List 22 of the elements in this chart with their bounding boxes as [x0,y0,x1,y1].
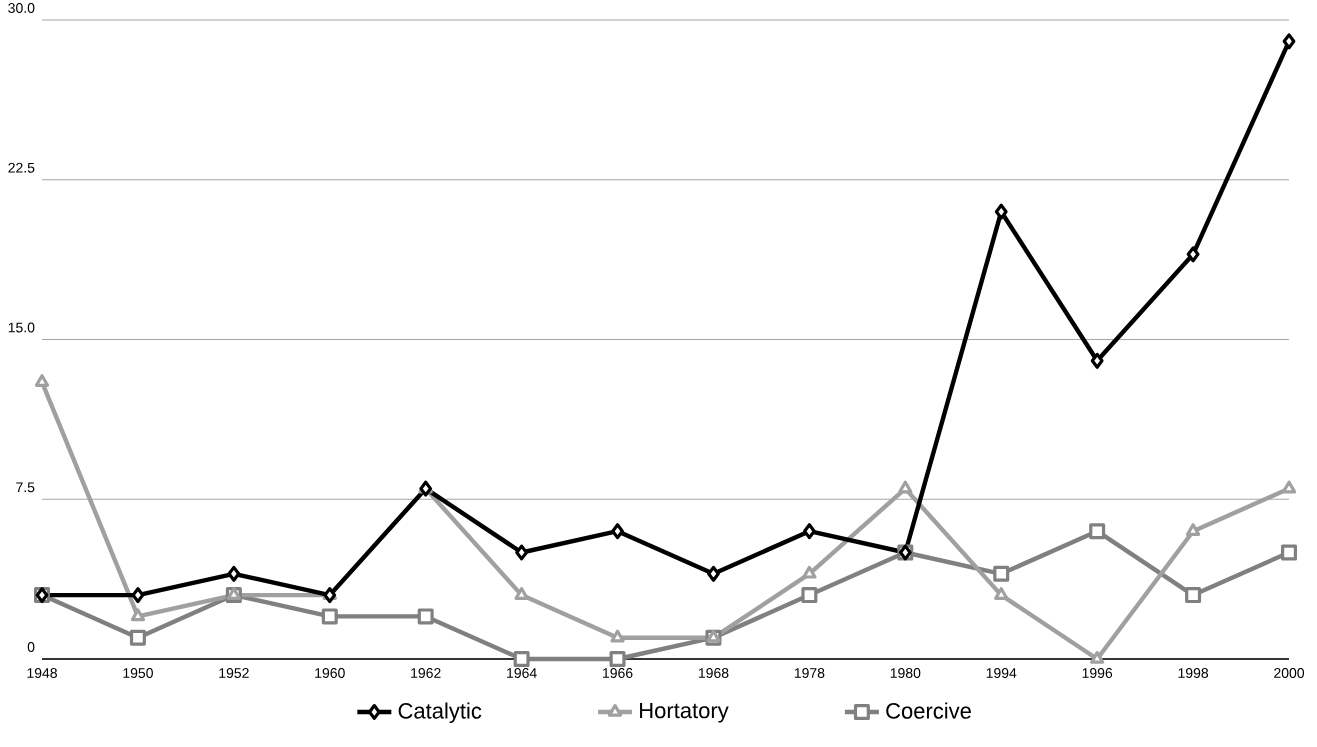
x-tick-label: 1950 [123,668,153,678]
x-tick-label: 2000 [1274,668,1305,678]
y-tick-label: 7.5 [16,482,35,493]
x-tick-label: 1998 [1178,668,1209,678]
x-tick-label: 1948 [27,668,57,678]
legend-label: Hortatory [640,702,729,723]
y-tick-label: 30.0 [8,3,35,13]
legend-label: Coercive [886,702,971,719]
x-tick-label: 1994 [986,668,1017,678]
x-tick-label: 1968 [698,668,729,678]
x-tick-label: 1978 [794,668,825,678]
y-tick-label: 15.0 [8,322,35,333]
x-tick-label: 1966 [603,668,633,678]
x-tick-label: 1980 [890,668,921,678]
y-tick-label: 0 [27,642,35,652]
x-tick-label: 1996 [1082,668,1113,678]
legend-label: Catalytic [398,702,482,724]
x-tick-label: 1964 [507,668,537,678]
y-tick-label: 22.5 [8,162,35,173]
x-tick-label: 1962 [411,668,441,678]
x-tick-label: 1960 [315,668,345,678]
x-tick-label: 1952 [219,668,249,678]
